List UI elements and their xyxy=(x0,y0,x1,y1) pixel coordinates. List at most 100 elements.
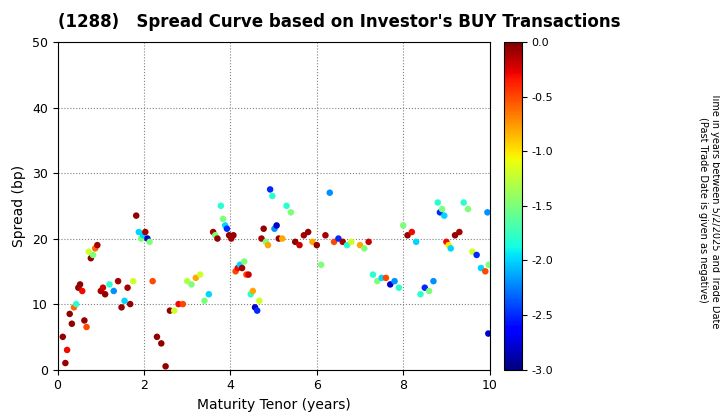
Point xyxy=(210,232,221,239)
Point xyxy=(127,278,139,284)
Point xyxy=(95,288,107,294)
Point xyxy=(164,307,176,314)
Point xyxy=(85,255,96,262)
Point xyxy=(256,235,267,242)
Point xyxy=(245,291,256,298)
Point xyxy=(346,239,357,245)
Point xyxy=(269,226,280,232)
Point xyxy=(168,307,180,314)
Point xyxy=(64,310,76,317)
Point xyxy=(302,228,314,235)
Point xyxy=(264,186,276,193)
Point xyxy=(125,301,136,307)
Point xyxy=(285,209,297,216)
Point xyxy=(212,235,223,242)
Point xyxy=(445,245,456,252)
Point xyxy=(207,228,219,235)
Point xyxy=(89,245,101,252)
Point xyxy=(432,199,444,206)
Point xyxy=(454,228,465,235)
Point xyxy=(480,268,491,275)
Y-axis label: Spread (bp): Spread (bp) xyxy=(12,165,27,247)
Point xyxy=(177,301,189,307)
Point xyxy=(122,284,133,291)
Point xyxy=(363,239,374,245)
Point xyxy=(367,271,379,278)
Text: (1288)   Spread Curve based on Investor's BUY Transactions: (1288) Spread Curve based on Investor's … xyxy=(58,13,620,31)
Point xyxy=(462,206,474,213)
Point xyxy=(194,271,206,278)
Point xyxy=(151,333,163,340)
Point xyxy=(428,278,439,284)
Point xyxy=(223,232,235,239)
Point xyxy=(133,228,145,235)
Point xyxy=(354,242,366,249)
Point xyxy=(99,291,111,298)
Point xyxy=(186,281,197,288)
Point xyxy=(482,330,494,337)
Point xyxy=(240,271,252,278)
Point xyxy=(333,235,344,242)
Point xyxy=(289,239,301,245)
Point xyxy=(397,222,409,229)
Point xyxy=(135,235,147,242)
Point xyxy=(249,304,261,311)
Point xyxy=(203,291,215,298)
Point xyxy=(144,239,156,245)
Point xyxy=(228,232,239,239)
X-axis label: Maturity Tenor (years): Maturity Tenor (years) xyxy=(197,398,351,412)
Point xyxy=(236,265,248,271)
Point xyxy=(57,333,68,340)
Point xyxy=(298,232,310,239)
Point xyxy=(215,202,227,209)
Point xyxy=(262,242,274,249)
Point xyxy=(482,209,493,216)
Point xyxy=(475,265,487,271)
Point xyxy=(112,278,124,284)
Point xyxy=(61,346,73,353)
Point xyxy=(307,239,318,245)
Point xyxy=(230,268,241,275)
Point xyxy=(60,360,71,366)
Point xyxy=(83,248,94,255)
Point xyxy=(173,301,184,307)
Point xyxy=(380,275,392,281)
Point xyxy=(104,281,115,288)
Point xyxy=(415,291,426,298)
Point xyxy=(199,297,210,304)
Point xyxy=(372,278,383,284)
Point xyxy=(294,242,305,249)
Point xyxy=(315,261,327,268)
Text: Time in years between 5/2/2025 and Trade Date
(Past Trade Date is given as negat: Time in years between 5/2/2025 and Trade… xyxy=(698,92,720,328)
Point xyxy=(328,239,340,245)
Point xyxy=(78,317,90,324)
Point xyxy=(160,363,171,370)
Point xyxy=(142,235,153,242)
Point xyxy=(147,278,158,284)
Point xyxy=(341,242,353,249)
Point xyxy=(140,228,151,235)
Point xyxy=(253,297,265,304)
Point xyxy=(281,202,292,209)
Point xyxy=(410,239,422,245)
Point xyxy=(87,252,99,258)
Point xyxy=(130,212,142,219)
Point xyxy=(266,193,278,199)
Point xyxy=(116,304,127,311)
Point xyxy=(119,297,130,304)
Point xyxy=(247,288,258,294)
Point xyxy=(471,252,482,258)
Point xyxy=(97,284,109,291)
Point xyxy=(311,242,323,249)
Point xyxy=(238,258,250,265)
Point xyxy=(359,245,370,252)
Point xyxy=(449,232,461,239)
Point xyxy=(443,242,454,249)
Point xyxy=(74,281,86,288)
Point xyxy=(467,248,478,255)
Point xyxy=(483,261,495,268)
Point xyxy=(376,275,387,281)
Point xyxy=(458,199,469,206)
Point xyxy=(225,235,237,242)
Point xyxy=(436,206,448,213)
